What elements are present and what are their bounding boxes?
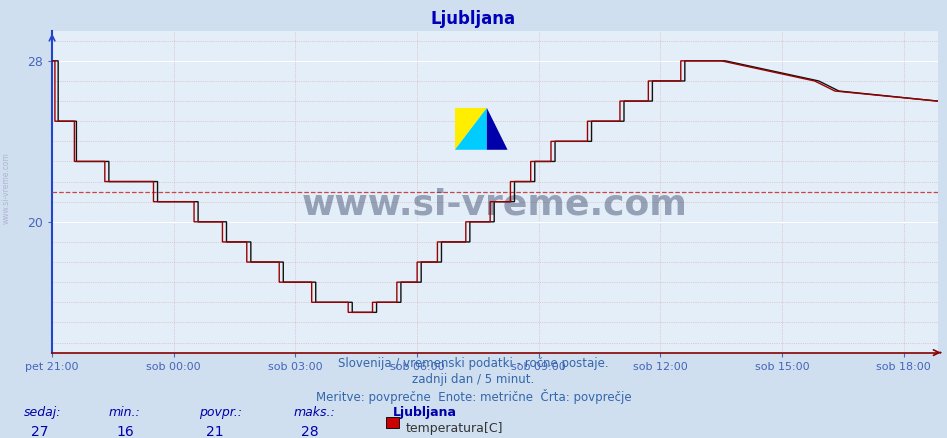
Polygon shape	[487, 108, 508, 150]
Text: www.si-vreme.com: www.si-vreme.com	[302, 187, 688, 222]
Text: 16: 16	[116, 425, 134, 438]
Text: sedaj:: sedaj:	[24, 406, 62, 420]
Text: www.si-vreme.com: www.si-vreme.com	[2, 152, 11, 224]
Text: Ljubljana: Ljubljana	[431, 10, 516, 28]
Text: Slovenija / vremenski podatki - ročne postaje.: Slovenija / vremenski podatki - ročne po…	[338, 357, 609, 370]
Text: 28: 28	[301, 425, 319, 438]
Text: 21: 21	[206, 425, 224, 438]
Text: Ljubljana: Ljubljana	[393, 406, 457, 420]
Text: maks.:: maks.:	[294, 406, 335, 420]
Text: povpr.:: povpr.:	[199, 406, 241, 420]
Polygon shape	[455, 108, 487, 150]
Polygon shape	[455, 108, 487, 150]
Text: min.:: min.:	[109, 406, 141, 420]
Text: 27: 27	[31, 425, 48, 438]
Text: temperatura[C]: temperatura[C]	[405, 422, 503, 435]
Text: Meritve: povprečne  Enote: metrične  Črta: povprečje: Meritve: povprečne Enote: metrične Črta:…	[315, 389, 632, 404]
Text: zadnji dan / 5 minut.: zadnji dan / 5 minut.	[412, 373, 535, 386]
